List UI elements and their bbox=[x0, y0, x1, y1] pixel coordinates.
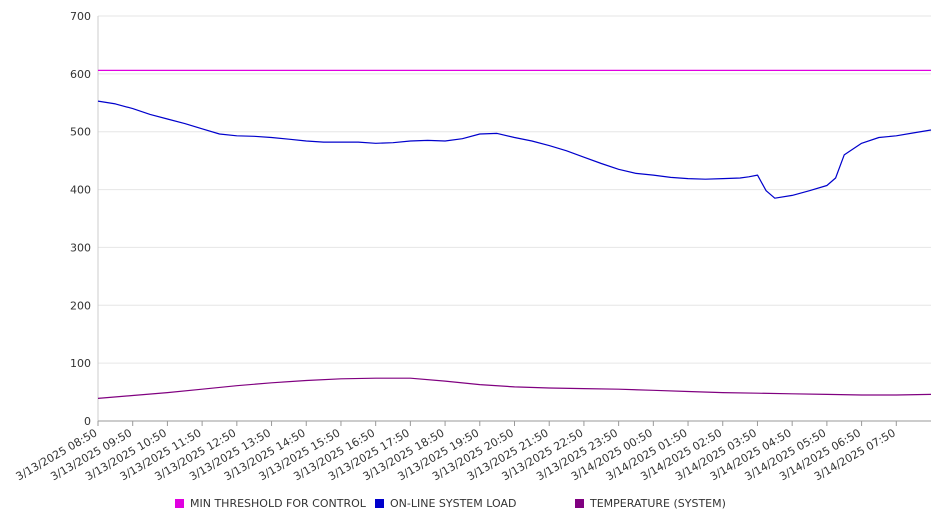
series bbox=[97, 69, 932, 399]
legend-label-temperature: TEMPERATURE (SYSTEM) bbox=[590, 497, 726, 510]
legend-swatch-temperature bbox=[575, 499, 584, 508]
y-tick-label: 600 bbox=[70, 68, 91, 81]
y-tick-label: 100 bbox=[70, 357, 91, 370]
legend-label-online-system-load: ON-LINE SYSTEM LOAD bbox=[390, 497, 517, 510]
legend-item-temperature[interactable]: TEMPERATURE (SYSTEM) bbox=[575, 497, 726, 510]
y-tick-label: 400 bbox=[70, 184, 91, 197]
legend-item-min-threshold[interactable]: MIN THRESHOLD FOR CONTROL bbox=[175, 497, 366, 510]
legend-swatch-min-threshold bbox=[175, 499, 184, 508]
y-tick-label: 700 bbox=[70, 10, 91, 23]
grid bbox=[98, 15, 931, 364]
y-tick-label: 0 bbox=[84, 415, 91, 428]
legend-item-online-system-load[interactable]: ON-LINE SYSTEM LOAD bbox=[375, 497, 516, 510]
series-line-temperature bbox=[97, 377, 932, 399]
series-line-online-system-load bbox=[97, 100, 932, 199]
legend-label-min-threshold: MIN THRESHOLD FOR CONTROL bbox=[190, 497, 366, 510]
legend: MIN THRESHOLD FOR CONTROL ON-LINE SYSTEM… bbox=[0, 497, 946, 515]
y-tick-label: 200 bbox=[70, 299, 91, 312]
y-tick-label: 500 bbox=[70, 126, 91, 139]
legend-swatch-online-system-load bbox=[375, 499, 384, 508]
y-tick-label: 300 bbox=[70, 241, 91, 254]
